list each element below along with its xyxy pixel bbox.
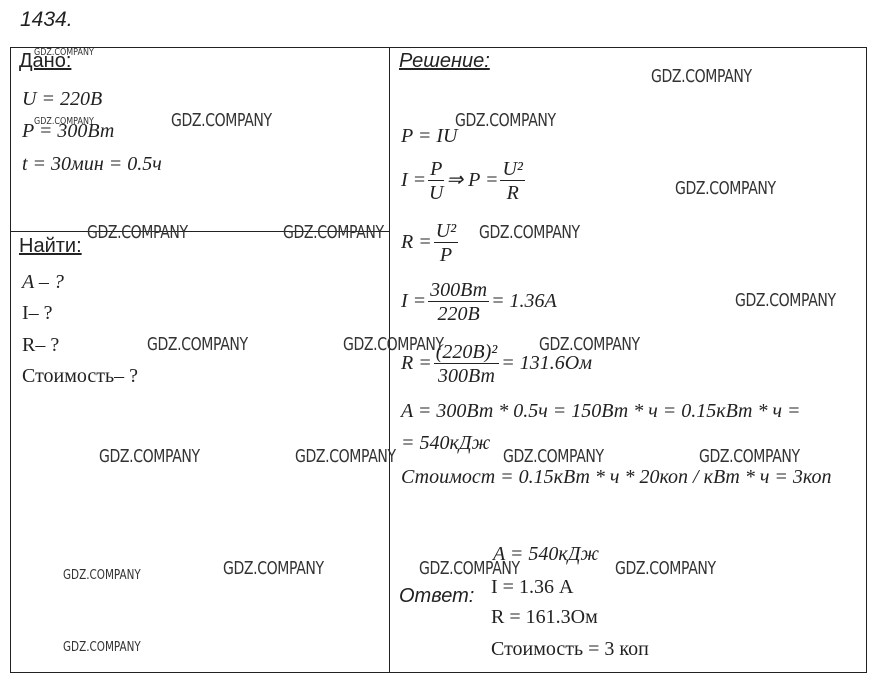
calc-work: A = 300Вт * 0.5ч = 150Вт * ч = 0.15кВт *… [401,400,801,422]
numerator: U² [500,158,525,181]
given-line: P = 300Вт [22,120,115,142]
watermark: GDZ.COMPANY [63,640,141,655]
formula-resistance: R = U² P [401,220,460,267]
calc-cost: Стоимост = 0.15кВт * ч * 20коп / кВт * ч… [401,466,832,488]
given-line: t = 30мин = 0.5ч [22,153,162,175]
answer-line: A = 540кДж [493,543,600,565]
watermark: GDZ.COMPANY [651,66,752,87]
watermark: GDZ.COMPANY [34,116,94,127]
watermark: GDZ.COMPANY [419,558,520,579]
denominator: 300Вт [438,365,495,387]
watermark: GDZ.COMPANY [343,334,444,355]
watermark: GDZ.COMPANY [171,110,272,131]
given-heading: Дано: [19,50,72,72]
calc-resistance: R = (220В)² 300Вт = 131.6Ом [401,341,592,388]
answer-line: I = 1.36 А [491,576,574,598]
watermark: GDZ.COMPANY [503,446,604,467]
text: R = [401,231,432,254]
watermark: GDZ.COMPANY [539,334,640,355]
denominator: U [429,182,444,204]
watermark: GDZ.COMPANY [675,178,776,199]
row-divider [10,231,390,232]
answer-label: Ответ: [399,585,475,607]
numerator: 300Вт [428,279,490,302]
text: I = [401,169,427,192]
watermark: GDZ.COMPANY [223,558,324,579]
watermark: GDZ.COMPANY [99,446,200,467]
find-line: I– ? [22,302,53,324]
solution-heading: Решение: [399,50,490,72]
numerator: (220В)² [433,341,500,364]
solution-table [10,47,867,673]
column-divider [389,47,390,673]
answer-line: Стоимость = 3 коп [491,638,649,660]
watermark: GDZ.COMPANY [87,222,188,243]
problem-number: 1434. [20,8,73,31]
text: R = [401,352,432,375]
watermark: GDZ.COMPANY [479,222,580,243]
numerator: P [428,158,445,181]
calc-current: I = 300Вт 220В = 1.36А [401,279,557,326]
watermark: GDZ.COMPANY [63,568,141,583]
find-heading: Найти: [19,235,82,257]
watermark: GDZ.COMPANY [147,334,248,355]
watermark: GDZ.COMPANY [735,290,836,311]
watermark: GDZ.COMPANY [455,110,556,131]
numerator: U² [433,220,459,243]
answer-line: R = 161.3Ом [491,606,598,628]
denominator: P [439,244,453,266]
watermark: GDZ.COMPANY [283,222,384,243]
formula-current: I = P U ⇒ P = U² R [401,158,527,205]
watermark: GDZ.COMPANY [615,558,716,579]
formula-power: P = IU [401,125,458,147]
watermark: GDZ.COMPANY [295,446,396,467]
denominator: 220В [437,303,480,325]
denominator: R [506,182,519,204]
text: ⇒ P = [446,169,499,192]
calc-work-result: = 540кДж [401,432,491,454]
find-line: R– ? [22,334,60,356]
text: I = [401,290,427,313]
find-line: Стоимость– ? [22,365,139,387]
given-line: U = 220В [22,88,103,110]
watermark: GDZ.COMPANY [34,47,94,58]
find-line: A – ? [22,271,64,293]
text: = 131.6Ом [501,352,592,375]
watermark: GDZ.COMPANY [699,446,800,467]
text: = 1.36А [491,290,557,313]
